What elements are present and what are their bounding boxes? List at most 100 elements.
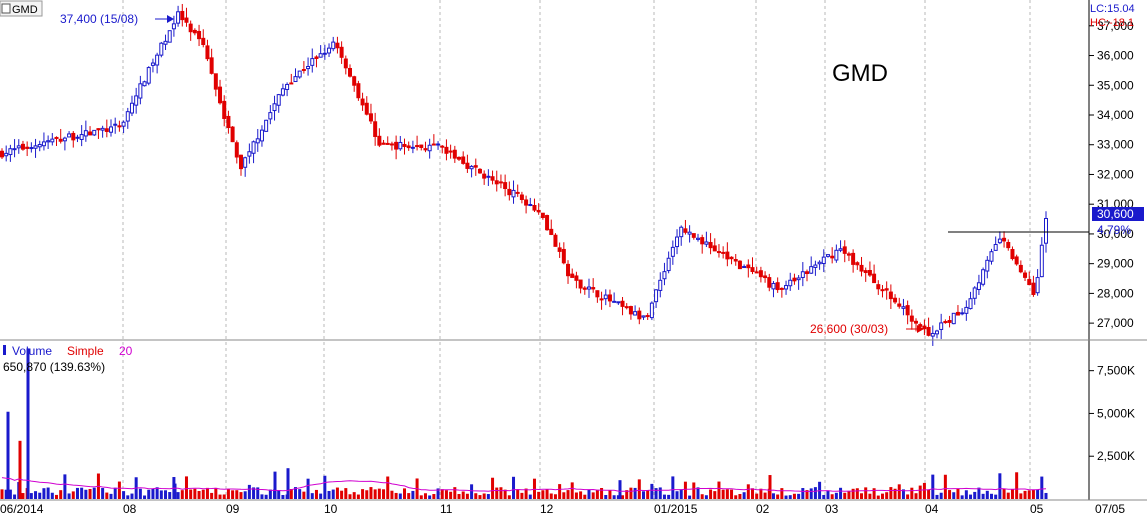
volume-bar [491, 477, 495, 499]
volume-bar [340, 490, 344, 499]
volume-bar [600, 487, 604, 499]
candle-body [348, 67, 352, 77]
candle-body [25, 146, 30, 149]
candle-body [834, 249, 839, 261]
volume-bar [595, 489, 599, 499]
volume-bar [348, 494, 352, 499]
candle-body [465, 162, 470, 169]
volume-bar [621, 495, 625, 499]
volume-legend-volume: Volume [12, 344, 52, 358]
volume-bar [788, 495, 792, 499]
volume-bar [432, 494, 436, 499]
volume-bar [335, 487, 339, 499]
candle-body [201, 37, 206, 46]
volume-bar [319, 493, 323, 499]
volume-bar [356, 494, 360, 499]
volume-bar [734, 495, 738, 499]
candle-body [574, 275, 579, 281]
chart-title: GMD [832, 60, 888, 87]
volume-bar [289, 489, 293, 499]
volume-bar [235, 490, 239, 499]
candle-body [222, 100, 227, 119]
volume-bar [805, 490, 809, 499]
candle-body [599, 298, 604, 301]
volume-bar [482, 493, 486, 499]
candle-body [234, 142, 239, 158]
candle-body [318, 53, 323, 58]
volume-bar [935, 494, 939, 499]
candle-body [1010, 248, 1015, 260]
candle-body [989, 251, 994, 262]
candle-body [884, 288, 889, 291]
candle-body [628, 306, 633, 315]
candle-body [566, 263, 571, 277]
volume-bar [637, 479, 641, 499]
volume-bar [847, 490, 851, 499]
candle-body [486, 175, 491, 178]
candle-body [675, 236, 680, 248]
candle-body [750, 267, 755, 273]
time-tick-label: 03 [825, 502, 839, 516]
candle-body [306, 66, 311, 70]
price-tick-label: 35,000 [1097, 78, 1134, 92]
candle-body [867, 269, 872, 276]
candle-body [406, 145, 411, 149]
candle-body [381, 142, 386, 145]
candle-body [155, 54, 160, 66]
candle-body [431, 143, 436, 146]
candle-body [226, 115, 231, 129]
candle-body [545, 215, 550, 231]
volume-bar [973, 491, 977, 499]
candle-body [700, 237, 705, 245]
symbol-tab-icon [1, 3, 11, 14]
volume-bar [42, 488, 46, 499]
candle-body [322, 52, 327, 55]
candle-body [469, 165, 474, 170]
volume-bar [755, 493, 759, 499]
volume-bar [453, 487, 457, 499]
volume-bar [117, 481, 121, 499]
volume-bar [419, 495, 423, 499]
candle-body [872, 273, 877, 284]
time-axis: 06/2014 08 09 10 11 12 01/2015 02 03 04 05 07/05 [0, 502, 1125, 516]
candle-body [54, 136, 59, 139]
candle-body [398, 141, 403, 150]
candle-body [859, 264, 864, 272]
candle-body [138, 83, 143, 99]
volume-bar [528, 494, 532, 499]
volume-bar [331, 489, 335, 499]
volume-legend-icon [3, 345, 6, 355]
candle-body [50, 138, 55, 143]
price-tick-label: 37,000 [1097, 19, 1134, 33]
candle-body [607, 294, 612, 302]
volume-legend-period: 20 [119, 344, 133, 358]
candle-body [905, 305, 910, 316]
volume-bar [293, 487, 297, 499]
volume-bar [50, 492, 54, 499]
price-tick-label: 36,000 [1097, 49, 1134, 63]
volume-bar [478, 495, 482, 499]
volume-bar [717, 481, 721, 499]
candle-body [909, 315, 914, 322]
time-tick-label: 05 [1030, 502, 1044, 516]
candle-body [96, 128, 101, 131]
volume-bar [256, 487, 260, 499]
candle-body [637, 310, 642, 320]
candle-body [964, 306, 969, 314]
volume-bar [1044, 492, 1048, 499]
volume-bar [268, 489, 272, 499]
volume-bar [168, 492, 172, 499]
symbol-tab-label: GMD [12, 4, 38, 16]
volume-bar [801, 488, 805, 499]
candle-body [209, 57, 214, 74]
candle-body [41, 141, 46, 147]
volume-bar [113, 487, 117, 499]
volume-bar [952, 492, 956, 499]
candle-body [79, 134, 84, 140]
candle-body [670, 246, 675, 257]
volume-bar [155, 487, 159, 499]
candle-body [532, 204, 537, 211]
volume-bar [855, 488, 859, 499]
candle-body [12, 148, 17, 151]
volume-bar [696, 487, 700, 499]
